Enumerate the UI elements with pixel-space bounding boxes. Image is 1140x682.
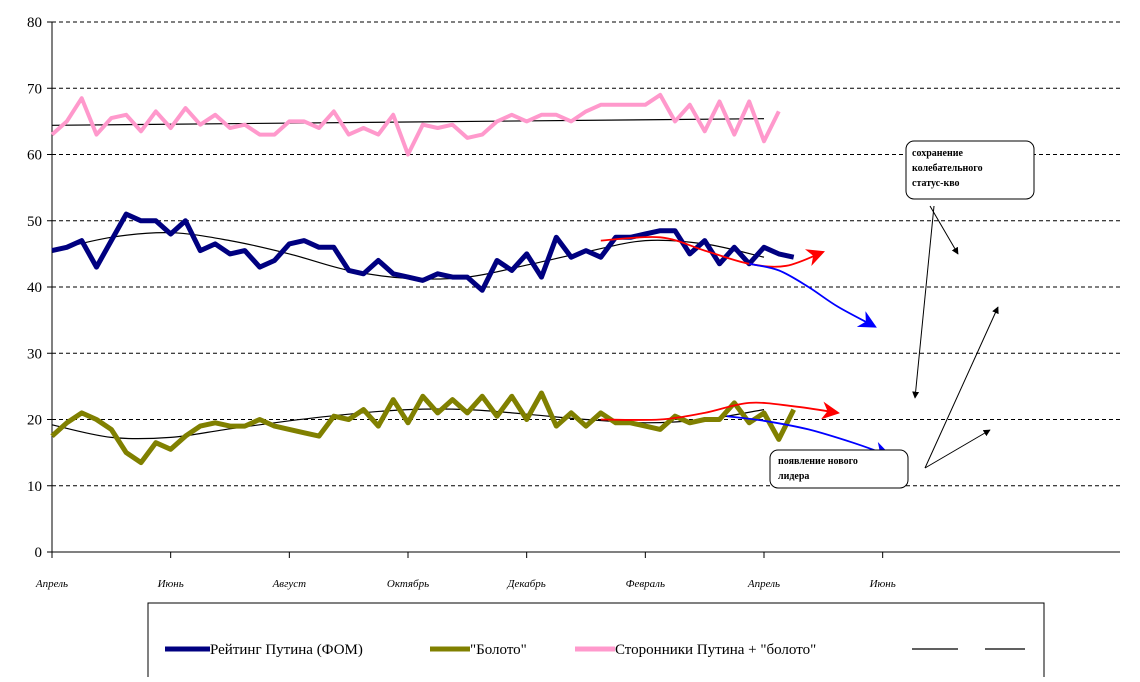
trend-line bbox=[51, 408, 765, 440]
y-tick-label: 10 bbox=[27, 479, 42, 495]
x-tick-label: Февраль bbox=[626, 578, 665, 590]
pointer-line bbox=[929, 205, 959, 255]
pointer-line bbox=[924, 429, 991, 469]
legend: Рейтинг Путина (ФОМ) "Болото" Сторонники… bbox=[147, 602, 1045, 682]
y-tick-label: 30 bbox=[27, 346, 42, 362]
callout-text-status-quo: сохранение колебательного статус-кво bbox=[912, 148, 985, 189]
trend-line bbox=[51, 232, 765, 280]
x-tick-label: Октябрь bbox=[387, 578, 429, 590]
forecast-arrow bbox=[726, 415, 892, 459]
forecast-arrow bbox=[749, 262, 877, 328]
x-tick-label: Июнь bbox=[157, 578, 184, 590]
y-tick-label: 40 bbox=[27, 280, 42, 296]
callout-box-status-quo bbox=[905, 140, 1035, 200]
legend-label-supporters: Сторонники Путина + "болото" bbox=[615, 642, 816, 658]
x-tick-label: Июнь bbox=[869, 578, 896, 590]
legend-item-boloto: "Болото" bbox=[430, 642, 527, 658]
forecast-arrows bbox=[600, 236, 892, 459]
legend-label-putin: Рейтинг Путина (ФОМ) bbox=[210, 642, 363, 658]
series-line-0 bbox=[51, 211, 795, 293]
legend-item-supporters: Сторонники Путина + "болото" bbox=[575, 642, 816, 658]
legend-label-boloto: "Болото" bbox=[470, 642, 527, 658]
y-tick-label: 60 bbox=[27, 148, 42, 164]
data-series bbox=[50, 92, 796, 466]
callout-box-new-leader bbox=[769, 449, 909, 489]
pointer-line bbox=[924, 306, 999, 469]
x-tick-label: Апрель bbox=[35, 578, 68, 590]
legend-item-putin: Рейтинг Путина (ФОМ) bbox=[165, 642, 363, 658]
callouts: сохранение колебательного статус-кво поя… bbox=[769, 140, 1035, 489]
x-tick-label: Декабрь bbox=[507, 578, 546, 590]
gridlines bbox=[52, 21, 1120, 487]
x-tick-label: Апрель bbox=[747, 578, 780, 590]
y-tick-label: 20 bbox=[27, 413, 42, 429]
forecast-arrow bbox=[600, 236, 825, 268]
pointer-line bbox=[912, 205, 935, 399]
y-tick-label: 0 bbox=[35, 545, 43, 561]
y-tick-label: 80 bbox=[27, 15, 42, 31]
x-tick-label: Август bbox=[272, 578, 307, 590]
y-tick-label: 70 bbox=[27, 81, 42, 97]
trend-line bbox=[51, 118, 765, 126]
callout-text-new-leader: появление нового лидера bbox=[778, 456, 860, 482]
axes: 0 10 20 30 40 50 60 70 80 Апрель Июнь Август Октябрь… bbox=[27, 15, 1120, 590]
series-line-2 bbox=[50, 92, 781, 157]
forecast-arrow bbox=[600, 401, 840, 421]
y-tick-label: 50 bbox=[27, 214, 42, 230]
legend-box bbox=[147, 602, 1045, 682]
series-line-1 bbox=[50, 390, 796, 466]
